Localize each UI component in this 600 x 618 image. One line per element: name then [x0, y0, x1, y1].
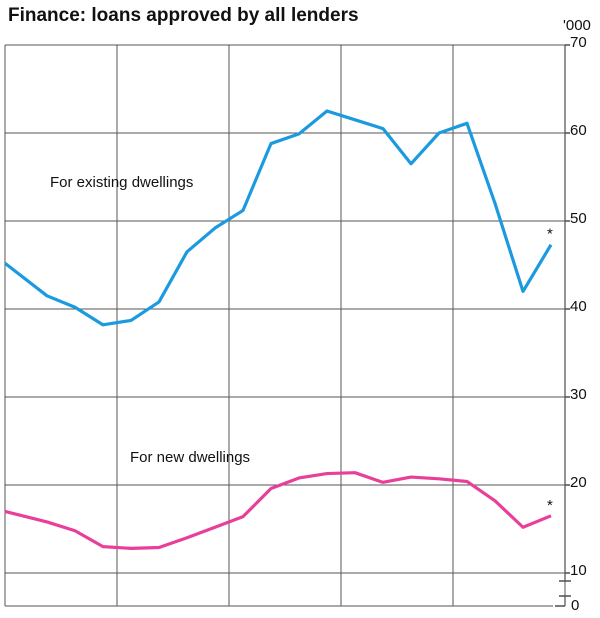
series-label: For existing dwellings	[50, 174, 193, 191]
series-label: For new dwellings	[130, 449, 250, 466]
y-tick-label: 60	[570, 122, 587, 139]
y-tick-label: 0	[571, 597, 579, 614]
y-tick-label: 70	[570, 34, 587, 51]
chart-title: Finance: loans approved by all lenders	[8, 5, 359, 26]
y-tick-label: 30	[570, 386, 587, 403]
y-tick-label: 50	[570, 210, 587, 227]
series-note: *	[547, 497, 553, 514]
series-note: *	[547, 226, 553, 243]
y-tick-label: 20	[570, 474, 587, 491]
series-line	[4, 109, 553, 327]
unit-label: '000	[563, 17, 591, 34]
y-tick-label: 40	[570, 298, 587, 315]
series-line	[4, 471, 552, 550]
y-tick-label: 10	[570, 562, 587, 579]
